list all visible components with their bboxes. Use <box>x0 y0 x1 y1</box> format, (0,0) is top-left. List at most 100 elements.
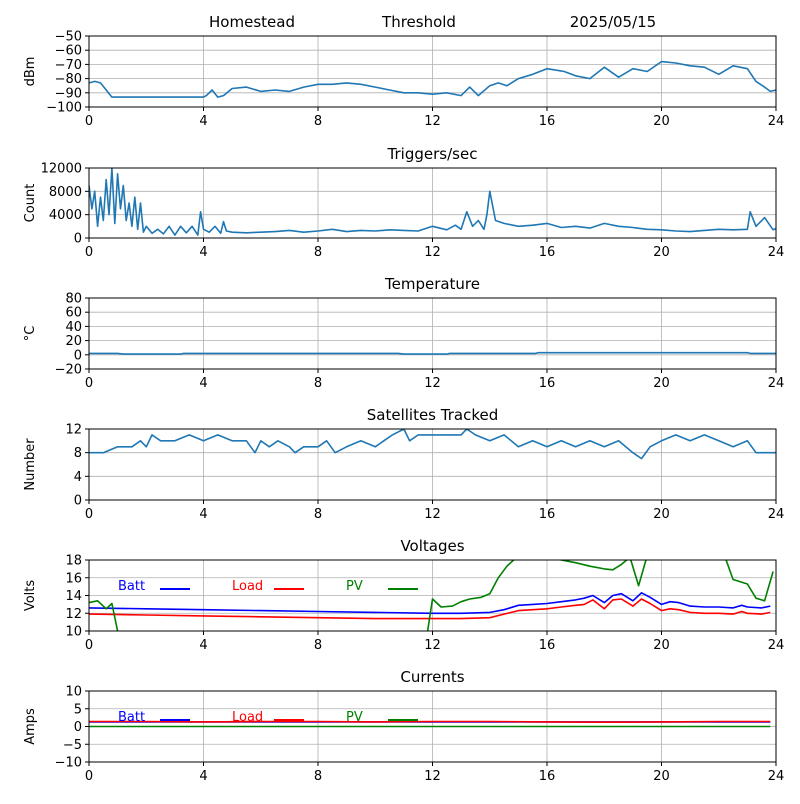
series-line-batt <box>89 591 771 615</box>
x-tick-label: 24 <box>768 507 785 522</box>
y-tick-label: −20 <box>55 363 82 378</box>
chart-panel: 0 4 8 12 16 20 24 10 5 0 −5 −10 Currents Amps Batt Load… <box>23 668 784 784</box>
y-tick-label: 80 <box>65 292 82 307</box>
y-axis-label: Number <box>23 438 38 491</box>
chart-panel: 0 4 8 12 16 20 24 12000 8000 4000 0 Triggers/sec Cou… <box>23 145 784 260</box>
plot-frame <box>88 428 777 501</box>
legend-label: Batt <box>118 710 145 725</box>
plot-frame <box>88 35 777 108</box>
chart-title: Temperature <box>384 275 480 293</box>
y-tick-label: 4000 <box>49 208 82 223</box>
x-tick-label: 8 <box>314 245 322 260</box>
plot-frame <box>88 167 777 239</box>
series-line-load <box>89 720 771 724</box>
series-line <box>89 60 776 98</box>
x-tick-label: 12 <box>424 769 441 784</box>
series-group <box>89 351 776 355</box>
x-tick-label: 0 <box>85 769 93 784</box>
x-tick-label: 16 <box>539 245 556 260</box>
x-tick-label: 16 <box>539 638 556 653</box>
x-tick-label: 0 <box>85 638 93 653</box>
y-axis-label: Amps <box>23 708 38 745</box>
x-tick-label: 8 <box>314 376 322 391</box>
chart-title: Satellites Tracked <box>367 406 498 424</box>
y-tick-label: 60 <box>65 306 82 321</box>
x-tick-label: 4 <box>199 638 207 653</box>
x-tick-label: 16 <box>539 114 556 129</box>
x-tick-label: 4 <box>199 376 207 391</box>
x-tick-label: 16 <box>539 769 556 784</box>
x-tick-label: 12 <box>424 376 441 391</box>
x-tick-label: 0 <box>85 114 93 129</box>
x-tick-label: 20 <box>653 376 670 391</box>
legend-label: Load <box>232 579 263 594</box>
series-line-load <box>89 598 771 620</box>
x-tick-label: 4 <box>199 245 207 260</box>
x-tick-label: 20 <box>653 638 670 653</box>
y-tick-label: 0 <box>74 720 82 735</box>
y-tick-label: 12 <box>65 607 82 622</box>
legend-label: PV <box>346 579 363 594</box>
x-tick-label: 12 <box>424 114 441 129</box>
y-tick-label: 4 <box>74 470 82 485</box>
x-tick-label: 20 <box>653 114 670 129</box>
plot-frame <box>88 690 777 763</box>
series-group <box>89 429 776 460</box>
y-tick-label: −5 <box>63 738 82 753</box>
chart-title: Voltages <box>400 537 464 555</box>
x-tick-label: 8 <box>314 769 322 784</box>
header-date: 2025/05/15 <box>570 13 656 31</box>
y-tick-label: 18 <box>65 554 82 569</box>
series-group <box>89 168 776 236</box>
series-group <box>89 720 771 728</box>
series-group <box>89 560 774 631</box>
x-tick-label: 12 <box>424 245 441 260</box>
chart-panel: 0 4 8 12 16 20 24 18 16 14 12 10 Voltages Volts Batt Lo… <box>23 537 785 653</box>
y-tick-label: 10 <box>65 685 82 700</box>
plot-frame <box>88 297 777 370</box>
y-tick-label: −90 <box>55 86 82 101</box>
x-tick-label: 8 <box>314 638 322 653</box>
x-tick-label: 20 <box>653 769 670 784</box>
x-tick-label: 8 <box>314 114 322 129</box>
y-tick-label: −70 <box>55 58 82 73</box>
series-line <box>89 351 776 355</box>
y-tick-label: −10 <box>55 756 82 771</box>
y-tick-label: 14 <box>65 589 82 604</box>
x-tick-label: 4 <box>199 507 207 522</box>
x-tick-label: 20 <box>653 245 670 260</box>
y-tick-label: −50 <box>55 30 82 45</box>
series-group <box>89 60 776 98</box>
x-tick-label: 24 <box>768 638 785 653</box>
chart-panel: 0 4 8 12 16 20 24 −50−60−70−80−90−100 dBm <box>23 30 784 130</box>
y-axis-label: dBm <box>23 57 38 87</box>
y-tick-label: 40 <box>65 320 82 335</box>
x-tick-label: 0 <box>85 245 93 260</box>
y-tick-label: 20 <box>65 334 82 349</box>
legend-label: Load <box>232 710 263 725</box>
legend-label: Batt <box>118 579 145 594</box>
chart-title: Triggers/sec <box>387 145 478 163</box>
x-tick-label: 4 <box>199 114 207 129</box>
series-line <box>89 429 776 460</box>
x-tick-label: 24 <box>768 769 785 784</box>
header-kind: Threshold <box>381 13 456 31</box>
series-line <box>89 168 776 236</box>
y-tick-label: 0 <box>74 494 82 509</box>
y-tick-label: 0 <box>74 348 82 363</box>
x-tick-label: 12 <box>424 638 441 653</box>
x-tick-label: 16 <box>539 376 556 391</box>
x-tick-label: 24 <box>768 245 785 260</box>
y-axis-label: °C <box>23 326 38 342</box>
x-tick-label: 12 <box>424 507 441 522</box>
x-tick-label: 20 <box>653 507 670 522</box>
y-axis-label: Count <box>23 184 38 223</box>
y-tick-label: 5 <box>74 702 82 717</box>
y-tick-label: 12 <box>65 423 82 438</box>
y-tick-label: 0 <box>74 232 82 247</box>
legend-label: PV <box>346 710 363 725</box>
